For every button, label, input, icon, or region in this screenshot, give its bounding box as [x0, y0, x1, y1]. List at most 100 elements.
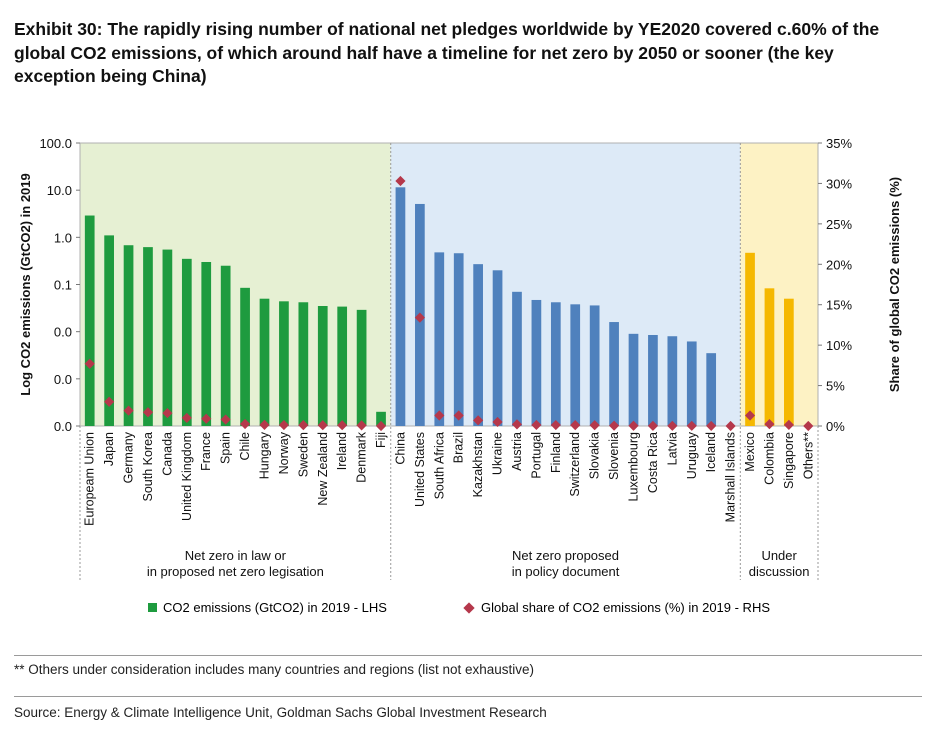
- share-marker: [531, 419, 542, 431]
- share-marker: [84, 358, 95, 369]
- share-marker: [337, 420, 348, 431]
- share-marker: [414, 312, 425, 323]
- bar: [220, 265, 231, 426]
- share-marker: [744, 410, 756, 421]
- category-label: Finland: [549, 432, 563, 473]
- bar: [162, 249, 173, 426]
- y-right-axis-title: Share of global CO2 emissions (%): [887, 177, 902, 392]
- category-label: Mexico: [743, 432, 757, 472]
- bar: [259, 298, 270, 426]
- share-marker: [608, 420, 620, 431]
- share-marker: [142, 407, 154, 418]
- bar: [784, 298, 794, 426]
- bar: [764, 288, 775, 426]
- bar: [240, 287, 250, 426]
- category-label: Colombia: [762, 432, 776, 485]
- category-label: United States: [413, 432, 427, 507]
- category-label: Latvia: [665, 432, 679, 465]
- y-left-tick-label: 0.0: [54, 325, 72, 340]
- bar: [492, 270, 503, 426]
- share-marker: [434, 410, 445, 421]
- category-label: Slovenia: [607, 432, 621, 480]
- share-marker: [473, 415, 484, 426]
- category-label: Japan: [102, 432, 116, 466]
- category-label: France: [199, 432, 213, 471]
- share-marker: [375, 420, 387, 432]
- bar: [628, 333, 639, 426]
- group-label: discussion: [749, 564, 810, 579]
- share-marker: [453, 410, 464, 421]
- y-left-axis-title: Log CO2 emissions (GtCO2) in 2019: [18, 173, 33, 396]
- bar: [550, 302, 561, 426]
- y-right-tick-label: 10%: [826, 338, 852, 353]
- category-label: Ukraine: [491, 432, 505, 475]
- y-left-tick-label: 100.0: [39, 136, 72, 151]
- category-label: Luxembourg: [627, 432, 641, 502]
- group-background: [390, 143, 741, 426]
- category-label: Costa Rica: [646, 432, 660, 493]
- bar: [667, 336, 678, 426]
- source-divider: [14, 696, 922, 697]
- y-right-tick-label: 35%: [826, 136, 852, 151]
- footnote: ** Others under consideration includes m…: [14, 662, 535, 677]
- category-label: Switzerland: [568, 432, 582, 497]
- footnote-divider: [14, 655, 922, 656]
- legend-bar-swatch: [148, 603, 157, 612]
- bar: [686, 341, 697, 426]
- bar: [356, 309, 367, 426]
- share-marker: [123, 405, 134, 416]
- category-label: Fiji: [374, 432, 388, 448]
- y-left-tick-label: 10.0: [47, 183, 72, 198]
- category-label: Marshall Islands: [724, 432, 738, 522]
- y-right-tick-label: 15%: [826, 298, 852, 313]
- category-label: Hungary: [258, 431, 272, 479]
- category-label: China: [393, 432, 407, 465]
- bar: [648, 334, 658, 426]
- share-marker: [201, 413, 212, 424]
- y-right-tick-label: 5%: [826, 379, 845, 394]
- y-right-tick-label: 0%: [826, 419, 845, 434]
- bar: [181, 258, 192, 426]
- category-label: South Korea: [141, 432, 155, 502]
- category-label: Kazakhstan: [471, 432, 485, 497]
- bar: [512, 291, 522, 426]
- group-label: Under: [761, 548, 797, 563]
- legend-markers-label: Global share of CO2 emissions (%) in 201…: [481, 600, 771, 615]
- source-note: Source: Energy & Climate Intelligence Un…: [14, 705, 547, 720]
- share-marker: [298, 420, 309, 431]
- category-label: Portugal: [529, 432, 543, 479]
- share-marker: [220, 414, 231, 425]
- share-marker: [356, 420, 367, 431]
- y-left-tick-label: 0.0: [54, 372, 72, 387]
- share-marker: [492, 416, 503, 428]
- bar: [531, 299, 542, 426]
- category-label: Europeam Union: [83, 432, 97, 526]
- category-label: United Kingdom: [180, 432, 194, 521]
- bar: [84, 215, 95, 426]
- share-marker: [589, 420, 600, 431]
- group-label: Net zero proposed: [512, 548, 619, 563]
- legend-bars-label: CO2 emissions (GtCO2) in 2019 - LHS: [163, 600, 387, 615]
- share-marker: [259, 419, 270, 430]
- category-label: Singapore: [782, 432, 796, 489]
- legend-markers: Global share of CO2 emissions (%) in 201…: [463, 600, 771, 615]
- share-marker: [278, 419, 290, 431]
- share-marker: [181, 412, 192, 424]
- category-label: Canada: [160, 432, 174, 476]
- chart-title: Exhibit 30: The rapidly rising number of…: [14, 19, 880, 86]
- y-left-tick-label: 0.0: [54, 419, 72, 434]
- share-marker: [511, 419, 523, 430]
- bar: [453, 253, 464, 426]
- category-label: Austria: [510, 432, 524, 471]
- bar: [473, 264, 483, 426]
- share-marker: [395, 175, 406, 187]
- group-label: in proposed net zero legisation: [147, 564, 324, 579]
- y-left-tick-label: 0.1: [54, 278, 72, 293]
- category-label: Chile: [238, 432, 252, 461]
- category-label: New Zealand: [316, 432, 330, 506]
- legend-bars: CO2 emissions (GtCO2) in 2019 - LHS: [148, 600, 387, 615]
- y-right-tick-label: 25%: [826, 217, 852, 232]
- category-label: Others**: [801, 432, 815, 479]
- bar: [317, 306, 328, 426]
- category-label: Ireland: [335, 432, 349, 470]
